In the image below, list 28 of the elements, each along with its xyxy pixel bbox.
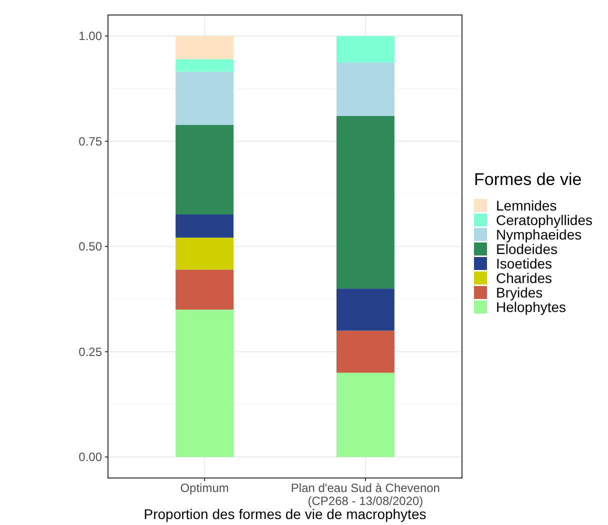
bar — [176, 36, 234, 60]
bar — [336, 288, 394, 331]
legend-title: Formes de vie — [474, 170, 582, 189]
legend-label: Lemnides — [496, 197, 557, 214]
bar — [336, 36, 394, 63]
y-tick-label: 1.00 — [78, 29, 102, 44]
bar — [176, 238, 234, 270]
bar — [176, 270, 234, 310]
x-tick-label: Optimum — [180, 481, 229, 495]
bar — [336, 116, 394, 289]
legend-label: Bryides — [496, 284, 543, 300]
bar — [176, 214, 234, 238]
x-axis-title: Proportion des formes de vie de macrophytes — [144, 506, 426, 522]
legend-label: Isoetides — [496, 255, 552, 272]
y-tick-label: 0.75 — [78, 134, 102, 148]
bar — [176, 310, 234, 457]
bar — [176, 72, 234, 125]
bar — [336, 330, 394, 373]
bar — [336, 372, 394, 457]
legend-label: Ceratophyllides — [496, 212, 592, 228]
bar — [176, 59, 234, 72]
y-tick-label: 0.25 — [78, 344, 102, 359]
bar — [176, 124, 234, 215]
y-tick-label: 0.00 — [78, 450, 102, 464]
bar — [336, 62, 394, 116]
x-tick-label: Plan d'eau Sud à Chevenon (CP268 - 13/08/2020) — [290, 481, 440, 508]
y-tick-label: 0.50 — [78, 240, 102, 254]
legend-label: Charides — [496, 270, 552, 286]
